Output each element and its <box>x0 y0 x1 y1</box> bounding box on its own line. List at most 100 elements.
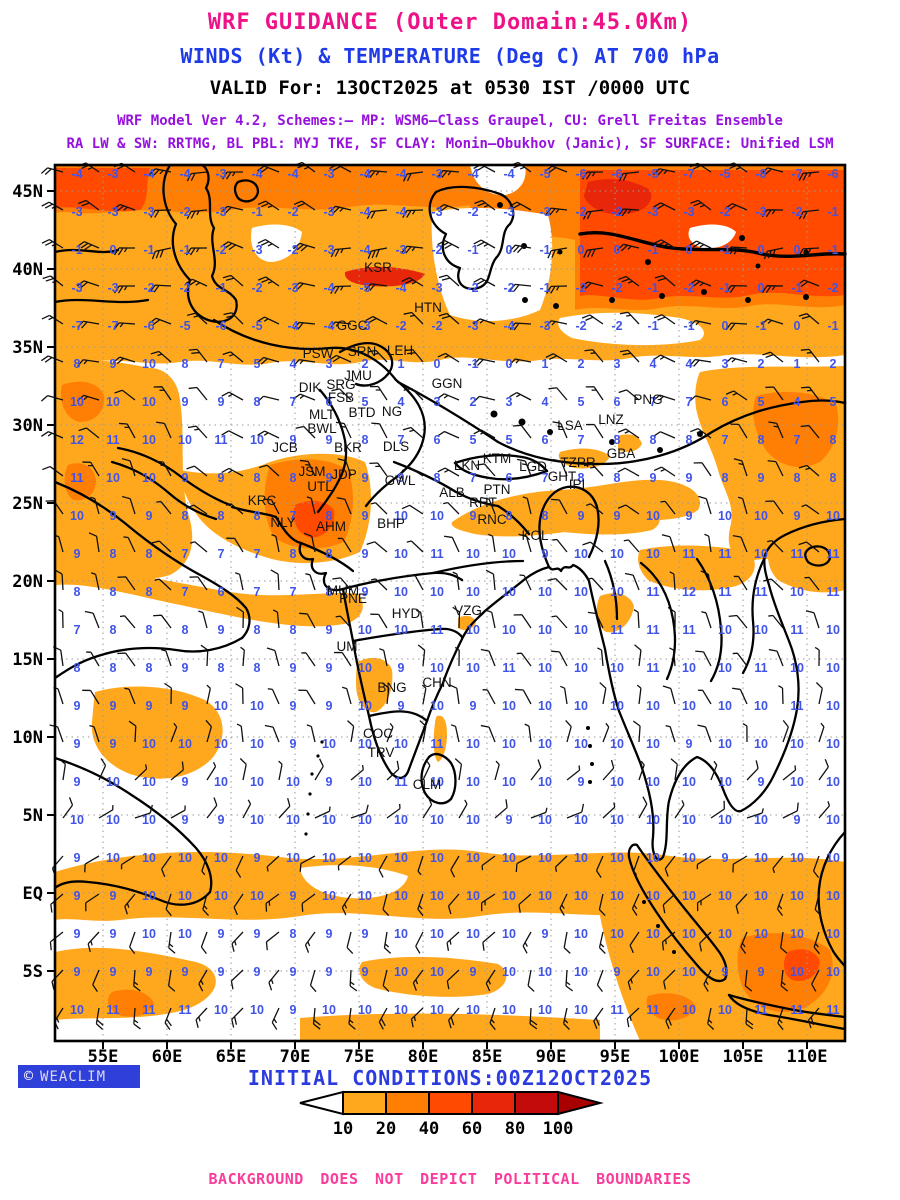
wind-barb-icon <box>480 724 496 743</box>
temp-value: 4 <box>794 395 801 409</box>
wind-barb-icon <box>401 504 424 515</box>
temp-value: 3 <box>326 357 333 371</box>
temp-value: 10 <box>538 661 552 675</box>
coastline <box>351 627 464 643</box>
wind-barb-icon <box>437 169 460 178</box>
wind-barb-icon <box>472 395 496 403</box>
temp-value: 10 <box>502 889 516 903</box>
wind-barb-icon <box>337 537 352 553</box>
wind-barb-icon <box>82 461 100 477</box>
temp-value: 10 <box>394 965 408 979</box>
temp-value: 9 <box>326 927 333 941</box>
colorbar-left-arrow <box>299 1090 344 1116</box>
wind-barb-icon <box>798 209 820 220</box>
shade-40kt <box>293 500 335 538</box>
colorbar-label: 40 <box>419 1119 439 1139</box>
wind-barb-icon <box>530 759 542 781</box>
wind-barb-icon <box>481 893 496 912</box>
temp-value: 10 <box>610 699 624 713</box>
temp-value: 8 <box>290 927 297 941</box>
wind-barb-icon <box>170 761 185 781</box>
wind-barb-icon <box>49 724 64 743</box>
temp-value: 7 <box>182 585 189 599</box>
temp-value: -2 <box>575 281 586 295</box>
coastline <box>392 460 531 536</box>
wind-barb-icon <box>335 421 352 439</box>
wind-barb-icon <box>386 760 400 781</box>
lat-tick-label: 5S <box>23 962 43 982</box>
wind-barb-icon <box>583 463 604 477</box>
temp-value: 9 <box>722 851 729 865</box>
wind-barb-icon <box>690 199 712 211</box>
wind-barb-icon <box>653 431 676 439</box>
temp-value: 10 <box>430 889 444 903</box>
temp-value: 5 <box>470 433 477 447</box>
temp-value: -2 <box>287 243 298 257</box>
city-label: IPI <box>569 477 586 492</box>
shade-40kt <box>783 949 820 982</box>
wind-barb-icon <box>482 931 496 951</box>
city-label: KRC <box>248 493 277 508</box>
shade-10kt <box>618 434 642 452</box>
wind-barb-icon <box>701 611 712 629</box>
wind-barb-icon <box>546 285 568 294</box>
temp-value: 10 <box>142 357 156 371</box>
shade-20kt <box>64 463 96 501</box>
wind-barb-icon <box>626 1007 640 1028</box>
wind-barb-icon <box>419 720 427 743</box>
temp-value: 0 <box>794 243 801 257</box>
temp-value: 3 <box>722 357 729 371</box>
temp-value: 10 <box>214 699 228 713</box>
wind-barb-icon <box>365 283 388 292</box>
wind-barb-icon <box>516 652 532 667</box>
temp-value: 10 <box>682 661 696 675</box>
wind-barb-icon <box>118 422 136 439</box>
temp-value: -4 <box>323 319 334 333</box>
wind-barb-icon <box>616 243 640 252</box>
coastline <box>727 993 847 1031</box>
wind-barb-icon <box>662 893 676 914</box>
temp-value: 10 <box>754 737 768 751</box>
temp-value: 10 <box>574 1003 588 1017</box>
lon-tick-label: 95E <box>600 1047 631 1067</box>
wind-barb-icon <box>700 570 712 591</box>
temp-value: 10 <box>466 1003 480 1017</box>
wind-barb-icon <box>663 969 676 990</box>
temp-value: 2 <box>578 357 585 371</box>
temp-value: 9 <box>506 813 513 827</box>
shade-20kt <box>107 989 154 1017</box>
wind-barb-icon <box>240 646 245 667</box>
wind-barb-icon <box>798 313 820 325</box>
wind-barb-icon <box>367 247 388 260</box>
temp-value: 1 <box>794 357 801 371</box>
wind-barb-icon <box>548 387 568 401</box>
wind-barb-icon <box>586 423 604 439</box>
wind-barb-icon <box>168 931 176 954</box>
wind-barb-icon <box>545 353 568 363</box>
wind-barb-icon <box>584 349 604 363</box>
temp-value: 9 <box>110 965 117 979</box>
wind-barb-icon <box>698 495 712 515</box>
wind-barb-icon <box>337 458 352 477</box>
temp-value: 9 <box>326 623 333 637</box>
temp-value: 10 <box>754 889 768 903</box>
temp-value: 8 <box>182 623 189 637</box>
temp-value: 9 <box>110 889 117 903</box>
temp-value: 9 <box>362 927 369 941</box>
temp-value: 8 <box>830 433 837 447</box>
temp-value: 7 <box>290 509 297 523</box>
temp-value: 10 <box>250 737 264 751</box>
wind-barb-icon <box>369 385 388 401</box>
shade-gap <box>470 165 526 196</box>
wind-barb-icon <box>205 719 213 743</box>
wind-barb-icon <box>206 684 211 705</box>
wind-barb-icon <box>782 719 789 743</box>
wind-barb-icon <box>149 284 172 293</box>
shade-10kt <box>638 545 755 591</box>
temp-value: 0 <box>758 281 765 295</box>
temp-value: 10 <box>142 851 156 865</box>
city-label: PSW <box>303 346 334 361</box>
temp-value: 10 <box>502 851 516 865</box>
wind-barb-icon <box>185 247 208 256</box>
temp-value: 10 <box>826 699 840 713</box>
